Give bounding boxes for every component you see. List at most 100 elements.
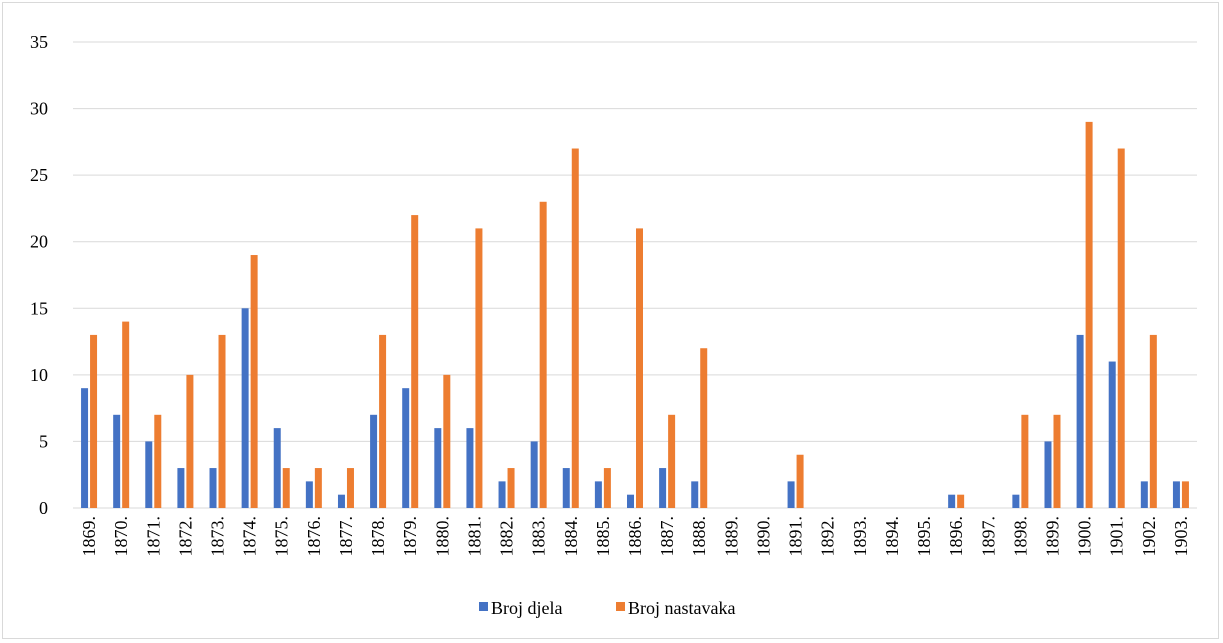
x-tick-label: 1903. bbox=[1171, 516, 1191, 557]
bar-broj-djela-1869 bbox=[81, 388, 89, 508]
bars bbox=[81, 121, 1189, 509]
bar-broj-nastavaka-1900 bbox=[1085, 121, 1093, 508]
bar-broj-djela-1901 bbox=[1108, 361, 1116, 508]
bar-broj-djela-1878 bbox=[370, 414, 378, 508]
bar-broj-nastavaka-1880 bbox=[443, 374, 451, 508]
legend-label-broj-djela: Broj djela bbox=[491, 598, 562, 618]
bar-broj-djela-1903 bbox=[1172, 481, 1180, 508]
bar-broj-nastavaka-1870 bbox=[122, 321, 130, 508]
x-tick-label: 1874. bbox=[240, 516, 260, 557]
bar-broj-nastavaka-1896 bbox=[957, 494, 965, 508]
x-tick-label: 1871. bbox=[143, 516, 163, 557]
x-tick-label: 1894. bbox=[882, 516, 902, 557]
legend: Broj djela Broj nastavaka bbox=[479, 598, 735, 618]
bar-broj-nastavaka-1885 bbox=[603, 468, 611, 508]
bar-broj-djela-1896 bbox=[948, 494, 956, 508]
x-tick-label: 1901. bbox=[1107, 516, 1127, 557]
x-tick-label: 1889. bbox=[721, 516, 741, 557]
bar-broj-djela-1873 bbox=[209, 468, 217, 508]
bar-broj-djela-1898 bbox=[1012, 494, 1020, 508]
bar-broj-nastavaka-1875 bbox=[282, 468, 290, 508]
bar-broj-nastavaka-1869 bbox=[90, 334, 98, 508]
bar-broj-djela-1871 bbox=[145, 441, 153, 508]
x-tick-label: 1880. bbox=[432, 516, 452, 557]
bar-broj-nastavaka-1879 bbox=[411, 215, 419, 509]
bar-broj-djela-1900 bbox=[1076, 334, 1084, 508]
bar-broj-nastavaka-1899 bbox=[1053, 414, 1061, 508]
x-tick-label: 1888. bbox=[689, 516, 709, 557]
bar-broj-djela-1899 bbox=[1044, 441, 1052, 508]
bar-broj-nastavaka-1881 bbox=[475, 228, 483, 508]
bar-broj-djela-1887 bbox=[659, 468, 667, 508]
bar-broj-djela-1902 bbox=[1140, 481, 1148, 508]
x-tick-label: 1899. bbox=[1042, 516, 1062, 557]
bar-broj-nastavaka-1872 bbox=[186, 374, 194, 508]
y-tick-label: 15 bbox=[30, 298, 48, 318]
bar-broj-djela-1872 bbox=[177, 468, 185, 508]
bar-broj-nastavaka-1883 bbox=[539, 201, 547, 508]
x-tick-label: 1872. bbox=[175, 516, 195, 557]
y-tick-label: 10 bbox=[30, 365, 48, 385]
y-tick-label: 20 bbox=[30, 232, 48, 252]
x-tick-label: 1878. bbox=[368, 516, 388, 557]
x-tick-label: 1879. bbox=[400, 516, 420, 557]
x-tick-label: 1887. bbox=[657, 516, 677, 557]
x-tick-label: 1884. bbox=[561, 516, 581, 557]
gridlines bbox=[73, 41, 1197, 509]
bar-broj-nastavaka-1901 bbox=[1117, 148, 1125, 508]
x-axis-ticks: 1869. 1870. 1871. 1872. 1873. 1874. 1875. 1876.… bbox=[79, 516, 1191, 557]
bar-broj-djela-1874 bbox=[241, 308, 249, 508]
bar-broj-nastavaka-1888 bbox=[700, 348, 708, 508]
y-tick-label: 5 bbox=[39, 431, 48, 451]
bar-broj-nastavaka-1878 bbox=[379, 334, 387, 508]
legend-swatch-broj-djela bbox=[479, 602, 488, 611]
bar-broj-nastavaka-1873 bbox=[218, 334, 226, 508]
y-tick-label: 35 bbox=[30, 32, 48, 52]
bar-broj-nastavaka-1887 bbox=[668, 414, 676, 508]
x-tick-label: 1898. bbox=[1010, 516, 1030, 557]
bar-broj-nastavaka-1874 bbox=[250, 255, 258, 508]
x-tick-label: 1882. bbox=[497, 516, 517, 557]
bar-broj-djela-1877 bbox=[337, 494, 345, 508]
x-tick-label: 1897. bbox=[978, 516, 998, 557]
bar-broj-djela-1876 bbox=[305, 481, 313, 508]
bar-broj-nastavaka-1898 bbox=[1021, 414, 1029, 508]
legend-label-broj-nastavaka: Broj nastavaka bbox=[628, 598, 735, 618]
x-tick-label: 1876. bbox=[304, 516, 324, 557]
x-tick-label: 1873. bbox=[208, 516, 228, 557]
x-tick-label: 1900. bbox=[1075, 516, 1095, 557]
x-tick-label: 1890. bbox=[753, 516, 773, 557]
bar-broj-nastavaka-1884 bbox=[571, 148, 579, 508]
bar-broj-djela-1888 bbox=[691, 481, 699, 508]
bar-broj-nastavaka-1871 bbox=[154, 414, 162, 508]
bar-broj-nastavaka-1903 bbox=[1181, 481, 1189, 508]
bar-broj-djela-1879 bbox=[402, 388, 410, 508]
x-tick-label: 1892. bbox=[818, 516, 838, 557]
x-tick-label: 1875. bbox=[272, 516, 292, 557]
y-tick-label: 25 bbox=[30, 165, 48, 185]
bar-broj-nastavaka-1882 bbox=[507, 468, 515, 508]
x-tick-label: 1895. bbox=[914, 516, 934, 557]
x-tick-label: 1896. bbox=[946, 516, 966, 557]
bar-broj-djela-1881 bbox=[466, 428, 474, 508]
y-tick-label: 0 bbox=[39, 498, 48, 518]
bar-broj-djela-1880 bbox=[434, 428, 442, 508]
x-tick-label: 1893. bbox=[850, 516, 870, 557]
x-tick-label: 1869. bbox=[79, 516, 99, 557]
x-tick-label: 1891. bbox=[786, 516, 806, 557]
bar-broj-nastavaka-1877 bbox=[346, 468, 354, 508]
bar-broj-djela-1883 bbox=[530, 441, 538, 508]
bar-broj-nastavaka-1902 bbox=[1149, 334, 1157, 508]
x-tick-label: 1870. bbox=[111, 516, 131, 557]
bar-broj-djela-1875 bbox=[273, 428, 281, 508]
bar-broj-djela-1891 bbox=[787, 481, 795, 508]
bar-broj-djela-1882 bbox=[498, 481, 506, 508]
x-tick-label: 1885. bbox=[593, 516, 613, 557]
y-tick-label: 30 bbox=[30, 99, 48, 119]
bar-broj-nastavaka-1891 bbox=[796, 454, 804, 508]
x-tick-label: 1902. bbox=[1139, 516, 1159, 557]
x-tick-label: 1877. bbox=[336, 516, 356, 557]
x-tick-label: 1886. bbox=[625, 516, 645, 557]
bar-broj-djela-1886 bbox=[627, 494, 634, 508]
